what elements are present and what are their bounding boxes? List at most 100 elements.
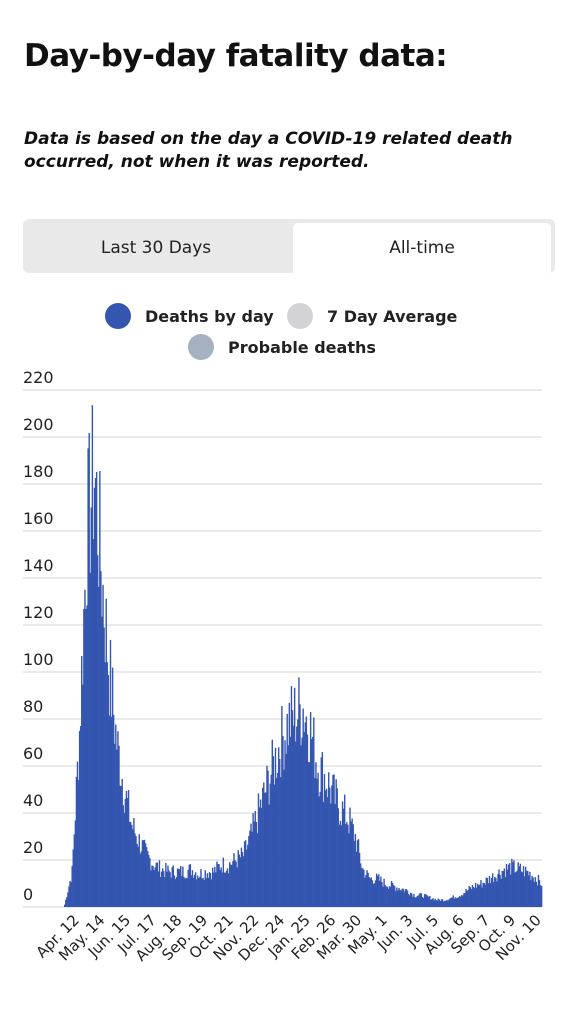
- day-bar: [461, 894, 463, 907]
- legend-item-probable-deaths[interactable]: Probable deaths: [188, 332, 376, 362]
- day-bar: [325, 788, 328, 907]
- day-bar: [306, 734, 309, 907]
- day-bar: [496, 881, 498, 907]
- day-bar: [300, 745, 302, 907]
- day-bar: [479, 884, 481, 907]
- day-bar: [276, 772, 279, 907]
- day-bar: [297, 719, 299, 907]
- day-bar: [375, 873, 378, 907]
- day-bar: [221, 872, 223, 907]
- y-tick-label: 180: [23, 462, 54, 481]
- day-bar: [279, 758, 281, 907]
- day-bar: [515, 871, 517, 907]
- day-bar: [353, 841, 355, 907]
- day-bar: [477, 883, 479, 907]
- day-bar: [287, 745, 289, 907]
- day-bar: [506, 869, 509, 907]
- day-bar: [340, 825, 343, 907]
- day-bar: [187, 869, 189, 907]
- y-tick-label: 120: [23, 603, 54, 622]
- day-bar: [341, 801, 344, 907]
- day-bar: [273, 784, 276, 907]
- day-bar: [318, 796, 320, 907]
- day-bar: [357, 839, 360, 907]
- day-bar: [159, 877, 162, 907]
- day-bar: [97, 555, 99, 907]
- day-bar: [395, 890, 397, 907]
- day-bar: [451, 897, 453, 907]
- day-bar: [373, 883, 376, 907]
- day-bar: [203, 880, 205, 907]
- day-bar: [431, 899, 433, 907]
- legend-item-deaths-by-day[interactable]: Deaths by day: [105, 301, 274, 331]
- day-bar: [266, 765, 268, 907]
- day-bar: [103, 627, 105, 907]
- day-bar: [366, 870, 368, 907]
- day-bar: [267, 770, 269, 907]
- day-bar: [73, 834, 75, 907]
- day-bar: [112, 714, 115, 907]
- day-bar: [235, 861, 237, 907]
- day-bar: [501, 870, 503, 907]
- data-note: Data is based on the day a COVID-19 rela…: [24, 129, 513, 172]
- day-bar: [428, 896, 430, 907]
- day-bar: [487, 883, 490, 907]
- day-bar: [115, 724, 117, 907]
- day-bar: [337, 808, 340, 907]
- day-bar: [301, 737, 303, 907]
- day-bar: [498, 869, 500, 907]
- day-bar: [350, 821, 352, 907]
- day-bar: [419, 892, 421, 907]
- day-bar: [248, 836, 250, 907]
- day-bar: [414, 897, 416, 907]
- day-bar: [370, 877, 373, 907]
- day-bar: [449, 898, 451, 907]
- day-bar: [424, 893, 427, 907]
- day-bar: [79, 726, 82, 907]
- day-bar: [283, 769, 285, 907]
- day-bar: [144, 843, 147, 907]
- day-bar: [128, 821, 131, 907]
- day-bar: [313, 717, 315, 907]
- day-bar: [355, 851, 358, 907]
- page-title: Day-by-day fatality data:: [24, 38, 448, 74]
- day-bar: [205, 878, 207, 907]
- day-bar: [474, 882, 477, 907]
- day-bar: [155, 862, 157, 907]
- day-bar: [408, 895, 411, 907]
- day-bar: [152, 866, 154, 907]
- day-bar: [145, 847, 148, 907]
- day-bar: [537, 874, 540, 907]
- day-bar: [89, 572, 91, 907]
- day-bar: [452, 895, 454, 907]
- tab-all-time[interactable]: All-time: [293, 223, 551, 273]
- tab-last-30-days[interactable]: Last 30 Days: [100, 238, 212, 258]
- day-bar: [391, 882, 394, 907]
- day-bar: [423, 894, 426, 907]
- day-bar: [156, 862, 159, 907]
- day-bar: [78, 730, 81, 907]
- day-bar: [522, 866, 525, 907]
- day-bar: [84, 589, 86, 907]
- day-bar: [200, 869, 202, 907]
- day-bar: [230, 864, 232, 907]
- day-bar: [436, 900, 439, 907]
- day-bar: [81, 656, 83, 907]
- day-bar: [405, 889, 408, 907]
- day-bar: [446, 899, 448, 907]
- day-bar: [490, 878, 493, 907]
- day-bar: [101, 616, 103, 907]
- day-bar: [70, 882, 72, 907]
- day-bar: [148, 854, 150, 907]
- day-bar: [482, 882, 484, 907]
- day-bar: [299, 704, 301, 907]
- day-bar: [488, 875, 491, 907]
- day-bar: [136, 843, 138, 907]
- legend-item-7-day-average[interactable]: 7 Day Average: [287, 301, 457, 331]
- day-bar: [369, 878, 371, 907]
- day-bar: [244, 840, 247, 907]
- day-bar: [217, 863, 219, 907]
- day-bar: [527, 871, 529, 907]
- day-bar: [282, 736, 284, 907]
- day-bar: [210, 879, 213, 907]
